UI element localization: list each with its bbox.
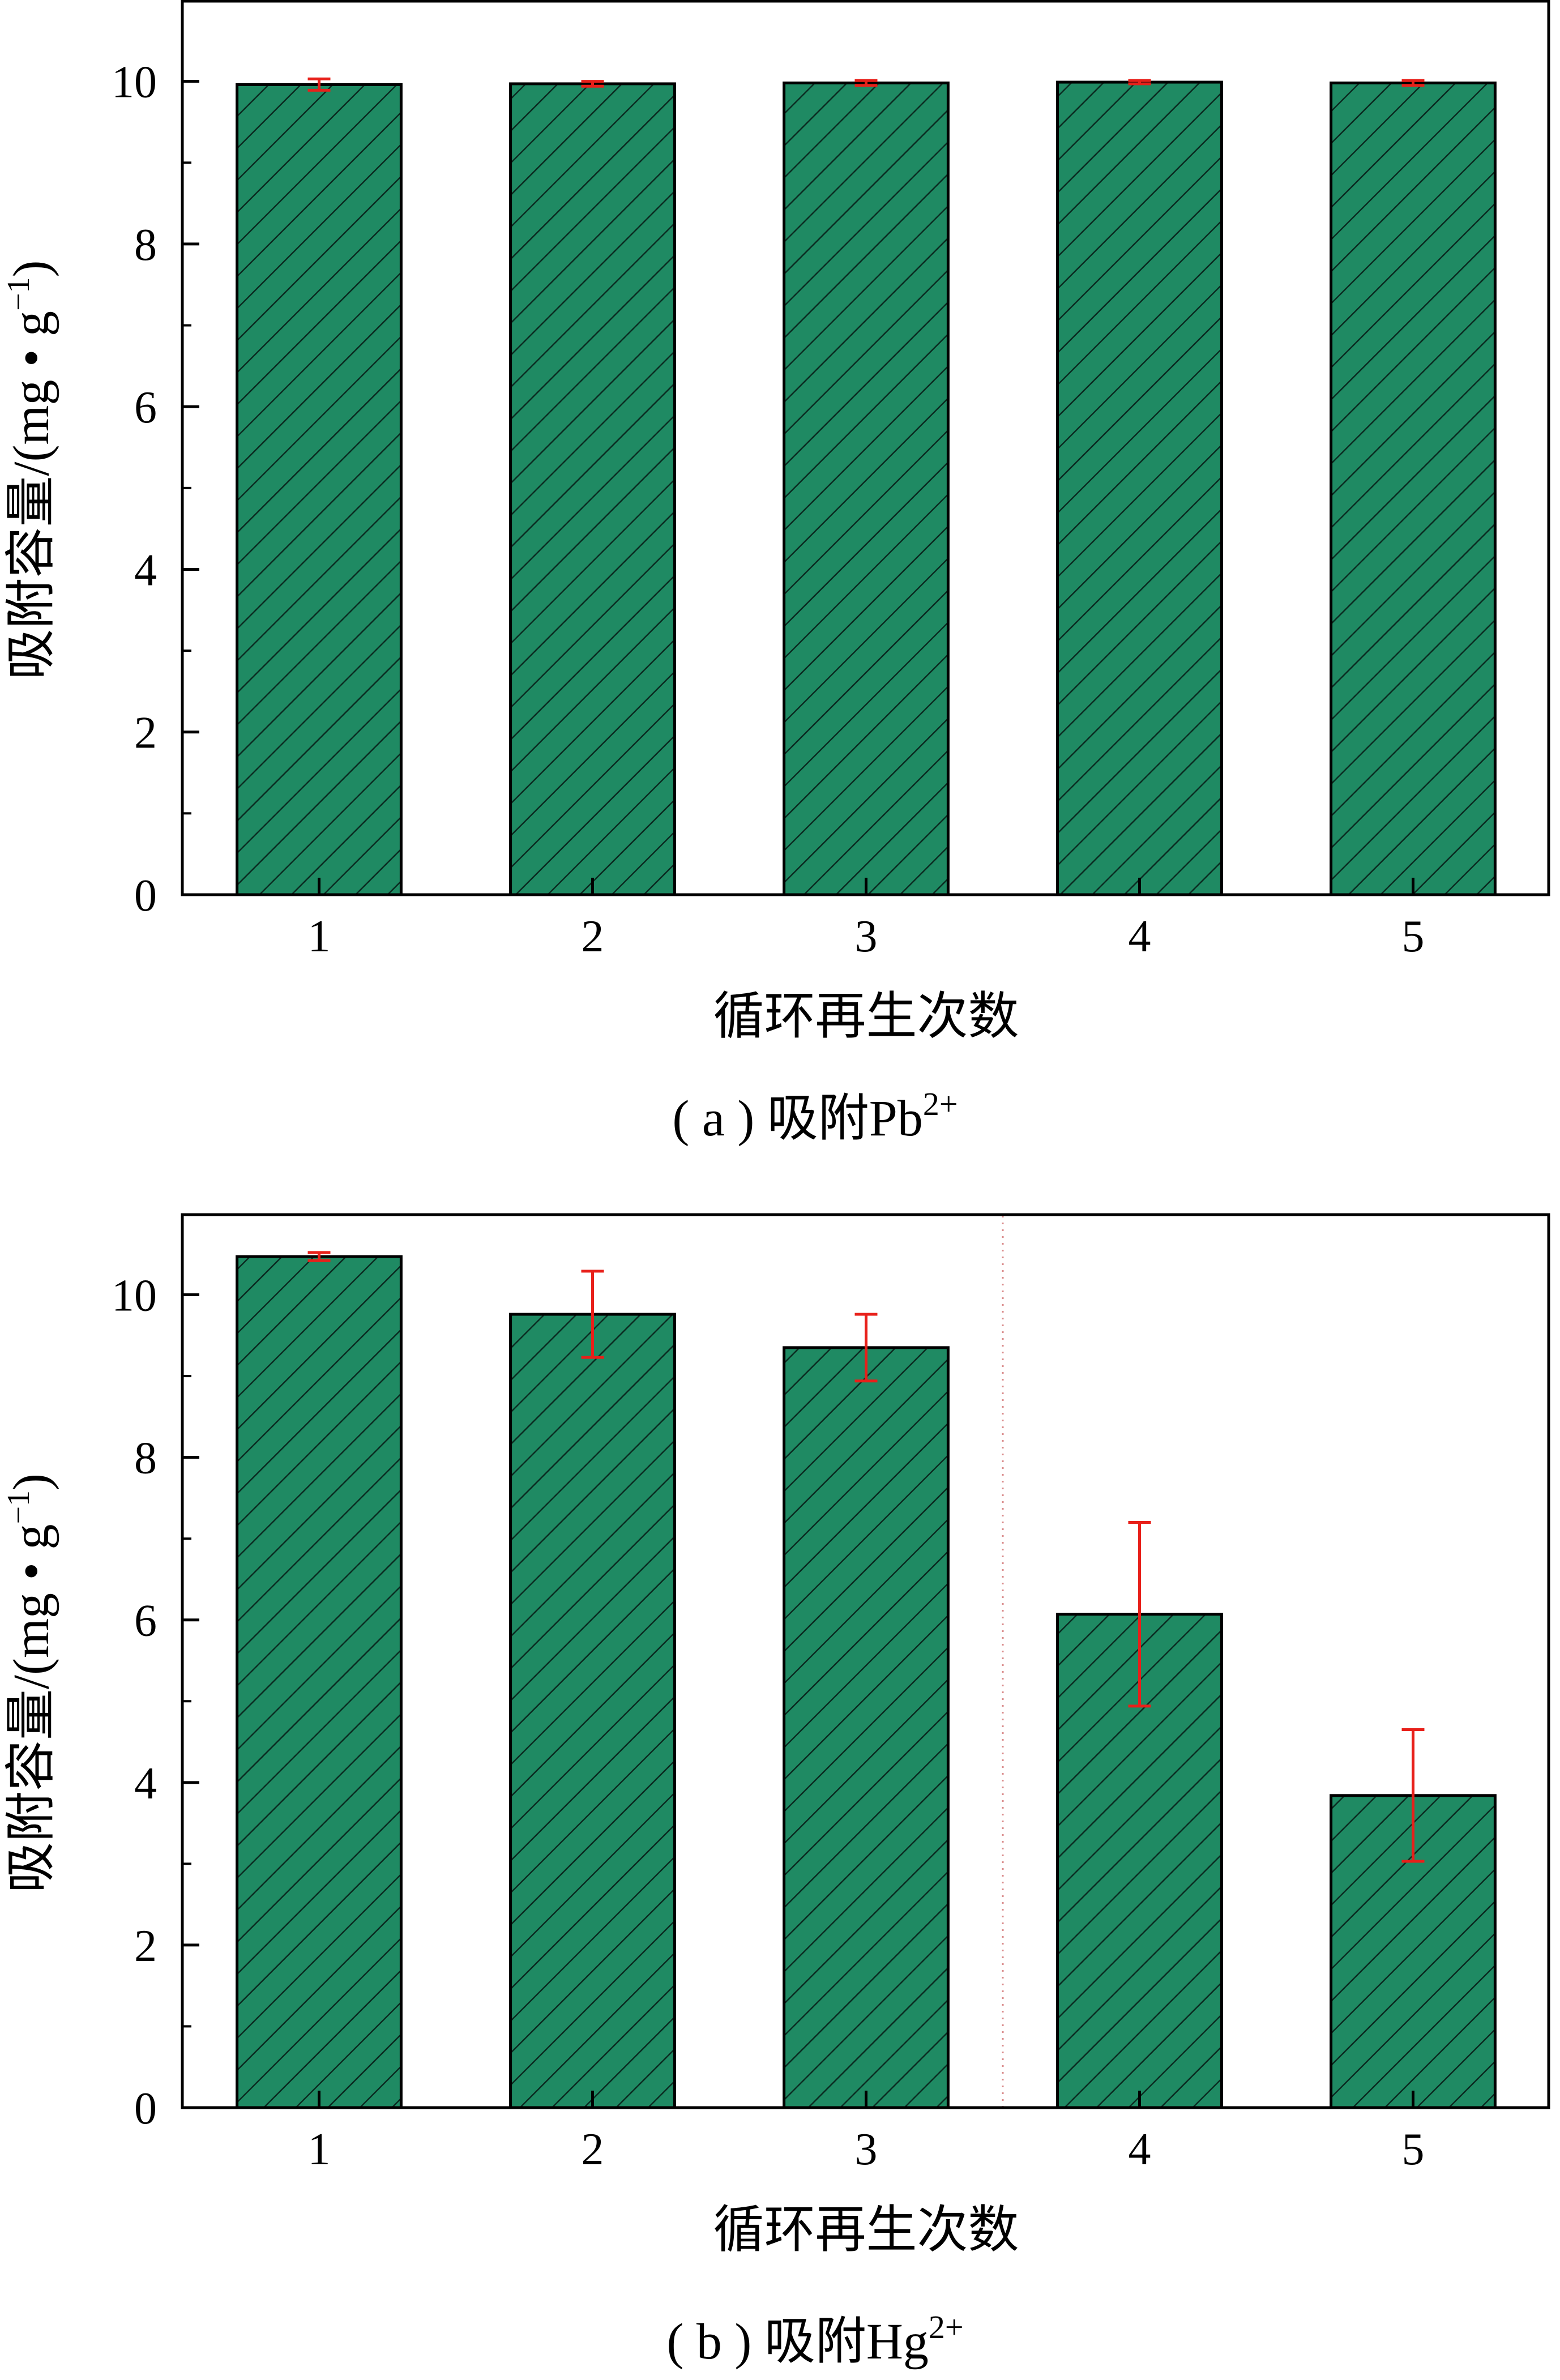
error-bar-2: [581, 80, 604, 88]
bar-hatch-2: [509, 82, 676, 896]
bar-hatch-4: [1056, 80, 1223, 896]
y-tick-label: 6: [134, 383, 157, 433]
error-bar-5: [1401, 1728, 1425, 1863]
x-tick-label: 5: [1402, 912, 1425, 962]
y-tick-label: 10: [112, 58, 157, 108]
y-axis-label-main: 吸附容量/(mg • g: [3, 1524, 59, 1894]
x-tick-label: 1: [308, 2125, 331, 2174]
caption-sup: 2+: [923, 1086, 958, 1122]
x-tick-label: 4: [1129, 2125, 1151, 2174]
y-tick-label: 4: [134, 545, 157, 595]
y-tick-label: 8: [134, 220, 157, 270]
x-tick-label: 4: [1129, 912, 1151, 962]
caption-sup: 2+: [929, 2309, 964, 2345]
chart-caption: ( a ) 吸附Pb2+: [672, 1086, 958, 1147]
x-tick-label: 2: [582, 2125, 604, 2174]
error-bar-4: [1128, 79, 1151, 86]
y-axis-label-sup: −1: [1, 277, 36, 311]
error-bar-4: [1128, 1520, 1151, 1708]
y-axis-label-end: ): [3, 260, 59, 277]
x-tick-label: 5: [1402, 2125, 1425, 2174]
bar-hatch-3: [783, 82, 950, 896]
error-bar-5: [1401, 79, 1425, 87]
bar-hatch-3: [783, 1346, 950, 2109]
caption-main: ( a ) 吸附Pb: [672, 1091, 922, 1147]
chart-caption: ( b ) 吸附Hg2+: [666, 2309, 963, 2370]
bar-hatch-1: [236, 83, 403, 896]
y-tick-label: 4: [134, 1759, 157, 1809]
y-tick-label: 2: [134, 1921, 157, 1971]
error-bar-3: [854, 1313, 878, 1383]
error-bar-1: [307, 1251, 331, 1262]
y-tick-label: 6: [134, 1596, 157, 1646]
bar-hatch-1: [236, 1255, 403, 2109]
y-tick-label: 0: [134, 871, 157, 921]
error-bar-1: [307, 77, 331, 92]
y-tick-label: 0: [134, 2084, 157, 2134]
y-axis-label-sup: −1: [1, 1490, 36, 1524]
bar-hatch-5: [1330, 82, 1497, 896]
y-tick-label: 8: [134, 1434, 157, 1484]
y-axis-label-main: 吸附容量/(mg • g: [3, 311, 59, 680]
x-axis-label: 循环再生次数: [713, 2202, 1019, 2258]
error-bar-3: [854, 79, 878, 87]
error-bar-2: [581, 1270, 604, 1359]
x-tick-label: 3: [855, 912, 878, 962]
bar-hatch-2: [509, 1313, 676, 2109]
y-axis-label: 吸附容量/(mg • g−1): [1, 1473, 59, 1893]
y-axis-label: 吸附容量/(mg • g−1): [1, 260, 59, 680]
x-axis-label: 循环再生次数: [713, 989, 1019, 1045]
y-tick-label: 10: [112, 1271, 157, 1321]
caption-main: ( b ) 吸附Hg: [666, 2314, 928, 2370]
x-tick-label: 2: [582, 912, 604, 962]
x-tick-label: 1: [308, 912, 331, 962]
y-axis-label-end: ): [3, 1473, 59, 1490]
y-tick-label: 2: [134, 708, 157, 758]
x-tick-label: 3: [855, 2125, 878, 2174]
